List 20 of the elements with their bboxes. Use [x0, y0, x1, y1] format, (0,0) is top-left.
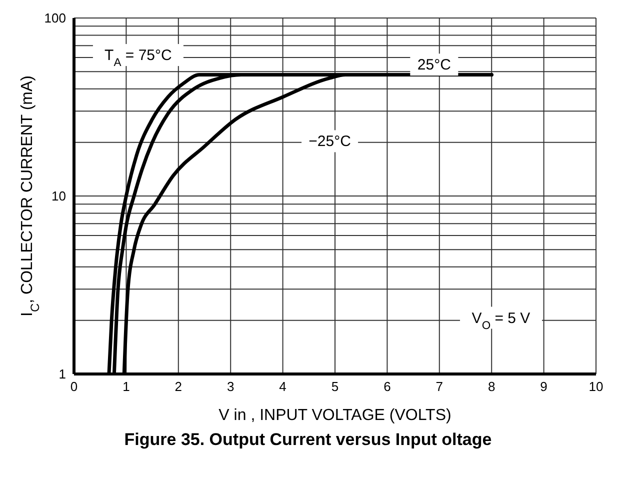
x-tick-label: 7: [436, 379, 444, 394]
y-tick-label: 1: [58, 366, 66, 382]
x-tick-label: 1: [122, 379, 130, 394]
x-tick-label: 6: [384, 379, 391, 394]
y-tick-label: 100: [44, 10, 66, 26]
annotation: −25°C: [308, 133, 352, 150]
annotation: 25°C: [417, 56, 452, 74]
x-axis-title: V in , INPUT VOLTAGE (VOLTS): [218, 407, 452, 424]
annotation: T$_{A}$ = 75°C: [104, 47, 172, 70]
x-tick-label: 2: [174, 379, 182, 394]
x-tick-label: 9: [540, 379, 548, 394]
x-tick-label: 5: [331, 379, 339, 394]
x-tick-label: 4: [279, 379, 286, 394]
x-tick-label: 8: [488, 379, 496, 394]
x-tick-label: 10: [588, 379, 604, 394]
annotation: V$_{O}$ = 5 V: [472, 310, 530, 332]
y-tick-label: 10: [52, 188, 66, 204]
text: Figure 35. Output Current versus Input oltage: [123, 430, 493, 450]
x-tick-label: 3: [226, 379, 234, 394]
x-tick-label: 0: [70, 379, 78, 394]
